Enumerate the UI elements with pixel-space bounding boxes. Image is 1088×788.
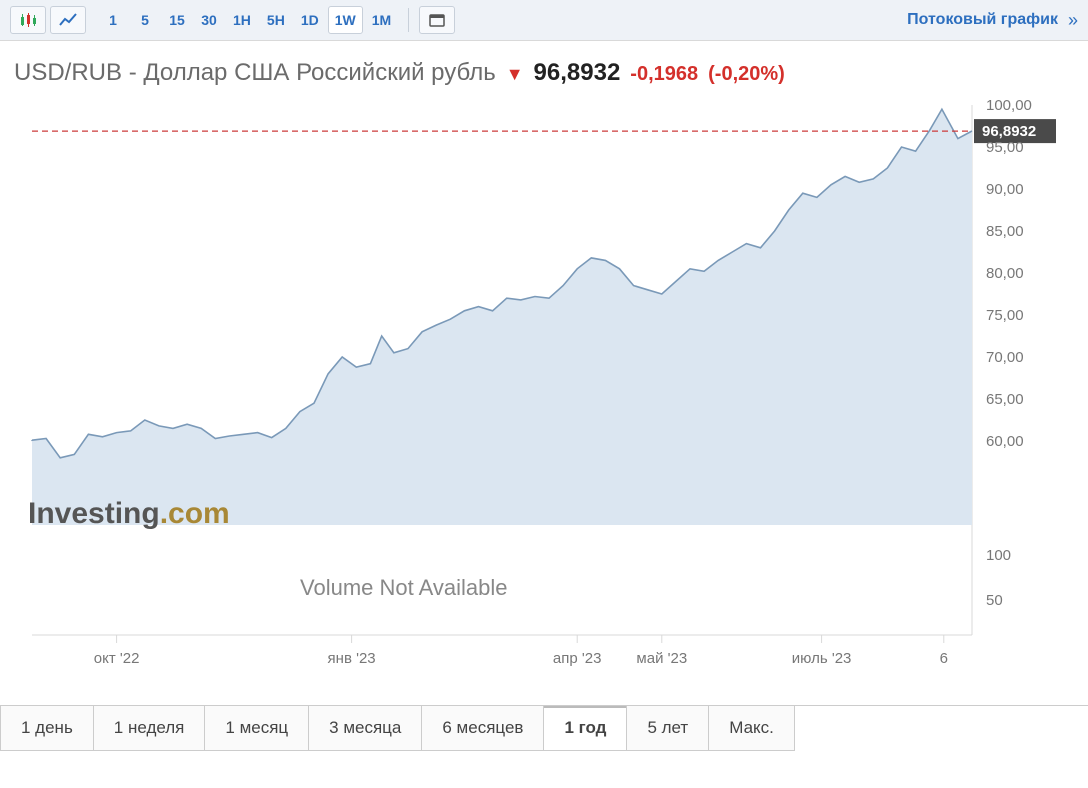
pair-desc: Доллар США Российский рубль xyxy=(143,59,495,86)
arrow-down-icon: ▼ xyxy=(506,64,524,85)
detach-button[interactable] xyxy=(419,6,455,34)
svg-text:окт '22: окт '22 xyxy=(94,650,140,667)
svg-text:май '23: май '23 xyxy=(636,650,687,667)
ticker-pair: USD/RUB - Доллар США Российский рубль xyxy=(14,59,496,87)
interval-group: 1515301H5H1D1W1M xyxy=(98,6,398,34)
chart-toolbar: 1515301H5H1D1W1M Потоковый график » xyxy=(0,0,1088,41)
price-value: 96,8932 xyxy=(534,59,621,87)
range-tab[interactable]: 1 неделя xyxy=(94,706,206,751)
interval-1d[interactable]: 1D xyxy=(294,6,326,34)
interval-1[interactable]: 1 xyxy=(98,6,128,34)
interval-30[interactable]: 30 xyxy=(194,6,224,34)
interval-1w[interactable]: 1W xyxy=(328,6,363,34)
price-change-pct: (-0,20%) xyxy=(708,63,785,86)
range-tab[interactable]: 1 год xyxy=(544,706,627,751)
svg-text:80,00: 80,00 xyxy=(986,265,1024,282)
detach-icon xyxy=(429,12,445,28)
streaming-chart-link[interactable]: Потоковый график xyxy=(907,11,1064,29)
chart-container: 96,8932 100,00 95,00 90,00 85,00 80,00 75,00 70… xyxy=(0,95,1088,705)
svg-text:96,8932: 96,8932 xyxy=(982,123,1036,140)
candlestick-button[interactable] xyxy=(10,6,46,34)
range-tab[interactable]: 1 день xyxy=(0,706,94,751)
interval-1h[interactable]: 1H xyxy=(226,6,258,34)
range-tab[interactable]: 6 месяцев xyxy=(422,706,544,751)
interval-1m[interactable]: 1M xyxy=(365,6,398,34)
svg-text:85,00: 85,00 xyxy=(986,223,1024,240)
svg-text:75,00: 75,00 xyxy=(986,307,1024,324)
range-tab[interactable]: Макс. xyxy=(709,706,795,751)
range-tab[interactable]: 3 месяца xyxy=(309,706,422,751)
price-change: -0,1968 xyxy=(630,63,698,86)
svg-text:95,00: 95,00 xyxy=(986,139,1024,156)
interval-5h[interactable]: 5H xyxy=(260,6,292,34)
price-chart[interactable]: 96,8932 100,00 95,00 90,00 85,00 80,00 75,00 70… xyxy=(12,95,1088,675)
svg-text:70,00: 70,00 xyxy=(986,349,1024,366)
interval-5[interactable]: 5 xyxy=(130,6,160,34)
svg-text:100,00: 100,00 xyxy=(986,97,1032,114)
pair-code: USD/RUB xyxy=(14,59,122,86)
range-tabs: 1 день1 неделя1 месяц3 месяца6 месяцев1 … xyxy=(0,705,1088,751)
toolbar-divider xyxy=(408,8,409,32)
svg-text:янв '23: янв '23 xyxy=(328,650,376,667)
svg-text:50: 50 xyxy=(986,592,1003,609)
svg-text:90,00: 90,00 xyxy=(986,181,1024,198)
line-chart-icon xyxy=(59,11,77,29)
svg-text:60,00: 60,00 xyxy=(986,433,1024,450)
svg-text:апр '23: апр '23 xyxy=(553,650,602,667)
range-tab[interactable]: 5 лет xyxy=(627,706,709,751)
svg-text:июль '23: июль '23 xyxy=(792,650,852,667)
svg-text:100: 100 xyxy=(986,547,1011,564)
chevron-right-icon: » xyxy=(1068,10,1078,31)
svg-text:6: 6 xyxy=(940,650,948,667)
svg-text:65,00: 65,00 xyxy=(986,391,1024,408)
interval-15[interactable]: 15 xyxy=(162,6,192,34)
line-chart-button[interactable] xyxy=(50,6,86,34)
separator: - xyxy=(129,59,144,86)
ticker-header: USD/RUB - Доллар США Российский рубль ▼ … xyxy=(0,41,1088,95)
range-tab[interactable]: 1 месяц xyxy=(205,706,309,751)
candlestick-icon xyxy=(19,11,37,29)
